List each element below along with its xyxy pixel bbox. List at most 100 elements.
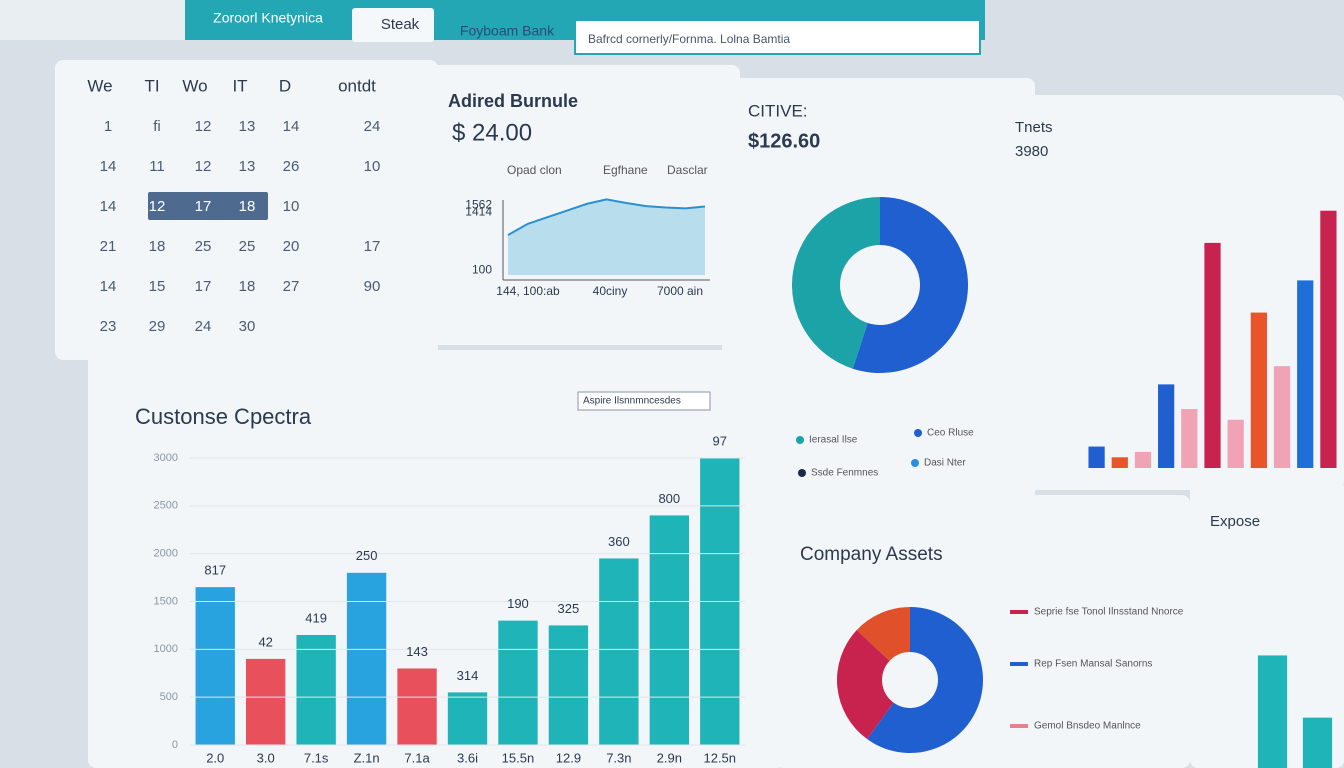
calendar-header: Wo <box>182 76 207 95</box>
x-tick-label: 7000 ain <box>657 284 703 298</box>
x-tick-label: 7.1s <box>304 750 329 765</box>
bar <box>1088 446 1105 468</box>
data-annotation: 800 <box>658 491 680 506</box>
donut-segment <box>837 630 894 740</box>
line <box>507 198 706 236</box>
y-tick-label: 2500 <box>154 500 178 512</box>
card-title: CITIVE: <box>748 101 808 120</box>
data-annotation: 250 <box>356 548 378 563</box>
calendar-day: 21 <box>100 238 117 255</box>
calendar-day: 14 <box>100 158 117 175</box>
legend-label: Ssde Fenmnes <box>811 468 878 479</box>
bar <box>1227 419 1244 468</box>
filter-box[interactable] <box>577 391 711 411</box>
y-tick-label: 0 <box>172 739 178 751</box>
calendar-day: fi <box>153 118 161 135</box>
legend-swatch <box>1010 724 1028 728</box>
data-annotation: 190 <box>507 596 529 611</box>
calendar-day: 26 <box>283 158 300 175</box>
bar <box>1158 384 1175 468</box>
bar <box>649 515 689 745</box>
card-title: Custonse Cpectra <box>135 404 312 429</box>
card-title: Expose <box>1210 513 1260 530</box>
card-title: Adired Burnule <box>448 91 578 111</box>
data-annotation: 817 <box>204 563 226 578</box>
y-tick-label: 100 <box>472 263 492 277</box>
bar <box>296 634 336 745</box>
calendar-day: 13 <box>239 158 256 175</box>
x-tick-label: 2.9n <box>657 750 682 765</box>
calendar-header: We <box>87 76 112 95</box>
calendar-day: 14 <box>283 118 300 135</box>
y-tick-label: 1414 <box>465 204 492 218</box>
bar <box>1302 717 1333 768</box>
x-tick-label: 3.0 <box>257 750 275 765</box>
bar <box>1320 210 1337 468</box>
x-tick-label: Z.1n <box>354 750 380 765</box>
bar <box>1181 409 1198 468</box>
legend-swatch <box>1010 662 1028 666</box>
legend-label: Rep Fsen Mansal Sanorns <box>1034 659 1152 670</box>
area <box>508 199 705 275</box>
bar <box>1250 312 1267 468</box>
y-tick-label: 3000 <box>154 452 178 464</box>
legend-label: Ceo Rluse <box>927 428 974 439</box>
data-annotation: 419 <box>305 610 327 625</box>
legend-swatch <box>1010 610 1028 614</box>
legend-label: Seprie fse Tonol Ilnsstand Nnorce <box>1034 607 1184 618</box>
data-annotation: 42 <box>258 634 272 649</box>
x-tick-label: 3.6i <box>457 750 478 765</box>
bar <box>1297 280 1314 468</box>
search-text: Bafrcd cornerly/Fornma. Lolna Bamtia <box>588 32 790 46</box>
calendar-day: 23 <box>100 318 117 335</box>
donut-segment <box>791 197 880 369</box>
y-tick-label: 2000 <box>154 548 178 560</box>
amount: $ 24.00 <box>452 119 532 146</box>
card-subtitle: 3980 <box>1015 143 1048 160</box>
bar <box>498 620 538 745</box>
bar <box>346 572 387 745</box>
bar <box>599 558 639 745</box>
legend-swatch <box>914 429 922 437</box>
calendar-header: IT <box>232 76 247 95</box>
calendar-day: 18 <box>149 238 166 255</box>
data-annotation: 97 <box>713 433 727 448</box>
bar <box>447 692 488 745</box>
donut-segment <box>867 607 983 753</box>
donut-segment <box>856 607 910 661</box>
y-tick-label: 1000 <box>154 643 178 655</box>
calendar-day: 12 <box>195 158 212 175</box>
calendar-day: 25 <box>239 238 256 255</box>
calendar-day: 24 <box>364 118 381 135</box>
calendar-selection <box>148 192 268 220</box>
calendar-day: 18 <box>239 198 256 215</box>
search-box[interactable] <box>574 19 981 55</box>
x-tick-label: 144, 100:ab <box>496 284 560 298</box>
tab: Foyboam Bank <box>460 23 555 39</box>
x-tick-label: 12.9 <box>556 750 581 765</box>
calendar-day: 17 <box>195 198 212 215</box>
expose-card <box>1190 480 1344 768</box>
bar <box>548 625 589 745</box>
citive-card <box>722 78 1035 510</box>
card-title: Company Assets <box>800 544 943 565</box>
legend-swatch <box>911 459 919 467</box>
legend-swatch <box>796 436 804 444</box>
chart-label: Opad clon <box>507 163 562 177</box>
bar <box>246 658 286 745</box>
calendar-day: 13 <box>239 118 256 135</box>
calendar-day: 14 <box>100 278 117 295</box>
card-title: Tnets <box>1015 119 1053 136</box>
legend-label: Gemol Bnsdeo Manlnce <box>1034 721 1141 732</box>
calendar-day: 10 <box>364 158 381 175</box>
filter-text: Aspire Ilsnnmncesdes <box>583 396 681 407</box>
x-tick-label: 12.5n <box>703 750 736 765</box>
legend-label: Ierasal Ilse <box>809 435 858 446</box>
data-annotation: 360 <box>608 534 630 549</box>
y-tick-label: 500 <box>160 691 178 703</box>
chart-label: Dasclar <box>667 163 708 177</box>
calendar-day: 20 <box>283 238 300 255</box>
tab-button[interactable] <box>352 8 434 42</box>
